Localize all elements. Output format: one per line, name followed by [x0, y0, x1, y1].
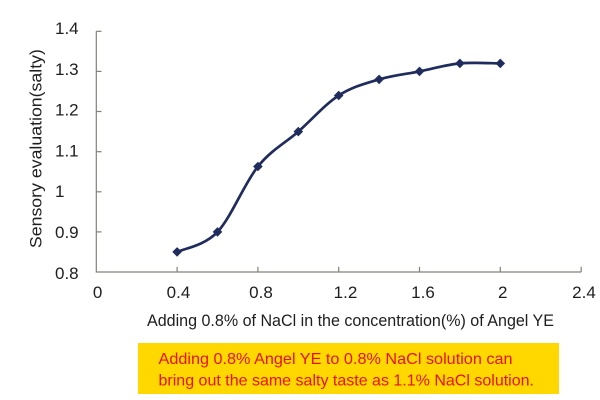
svg-text:0.8: 0.8 [249, 283, 273, 302]
svg-text:0.8: 0.8 [55, 264, 79, 283]
svg-text:1.2: 1.2 [334, 283, 358, 302]
svg-text:0.4: 0.4 [167, 283, 191, 302]
svg-text:Adding 0.8% of NaCl in the con: Adding 0.8% of NaCl in the concentration… [147, 311, 554, 330]
svg-text:1.4: 1.4 [55, 19, 79, 38]
svg-text:0: 0 [93, 283, 102, 302]
svg-text:Sensory evaluation(salty): Sensory evaluation(salty) [26, 49, 45, 248]
svg-text:0.9: 0.9 [55, 223, 79, 242]
svg-text:1.1: 1.1 [55, 142, 79, 161]
svg-text:2: 2 [498, 283, 507, 302]
svg-text:Adding 0.8% Angel YE to 0.8% N: Adding 0.8% Angel YE to 0.8% NaCl soluti… [159, 351, 513, 368]
svg-text:1: 1 [55, 182, 64, 201]
svg-text:bring out the same salty taste: bring out the same salty taste as 1.1% N… [159, 372, 535, 389]
svg-text:2.4: 2.4 [572, 283, 596, 302]
svg-text:1.6: 1.6 [411, 283, 435, 302]
svg-text:1.3: 1.3 [55, 60, 79, 79]
svg-text:1.2: 1.2 [55, 101, 79, 120]
